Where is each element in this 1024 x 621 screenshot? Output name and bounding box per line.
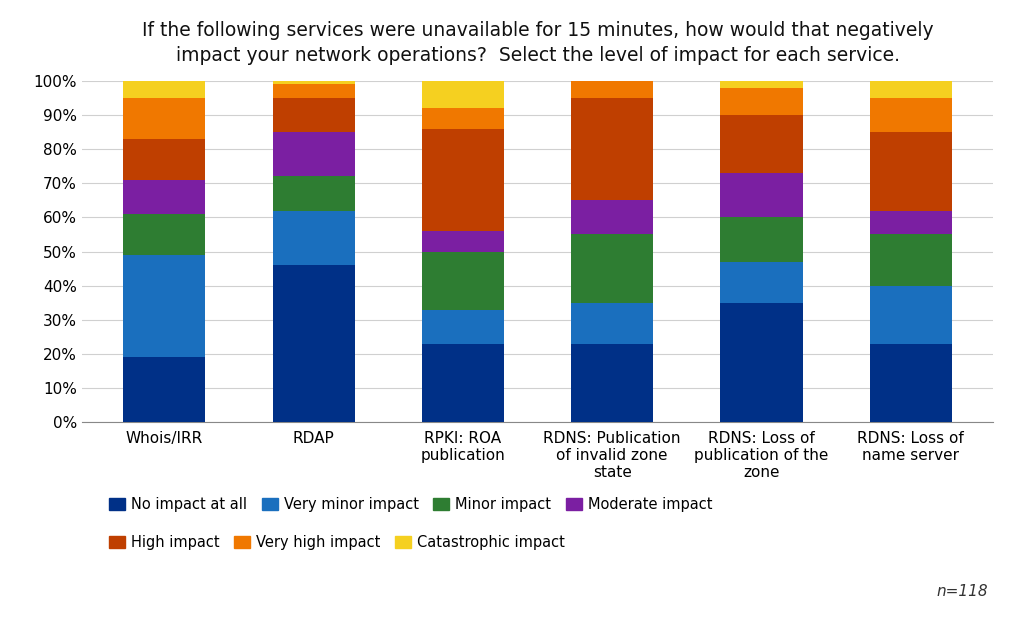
Bar [869,344,952,422]
Bar [721,88,803,115]
Legend: High impact, Very high impact, Catastrophic impact: High impact, Very high impact, Catastrop… [110,535,565,550]
Bar [721,115,803,173]
Bar [571,344,653,422]
Bar [422,129,504,231]
Bar [869,211,952,235]
Bar [721,217,803,262]
Bar [422,310,504,344]
Bar [123,180,206,214]
Bar [272,132,354,176]
Text: n=118: n=118 [937,584,988,599]
Bar [272,97,354,132]
Bar [272,81,354,84]
Bar [272,84,354,97]
Bar [272,211,354,265]
Bar [422,252,504,310]
Bar [869,235,952,286]
Bar [571,200,653,235]
Bar [422,81,504,108]
Bar [571,235,653,303]
Bar [123,81,206,97]
Bar [571,303,653,344]
Bar [123,97,206,139]
Bar [571,97,653,200]
Bar [721,173,803,217]
Bar [571,81,653,97]
Bar [123,214,206,255]
Bar [869,97,952,132]
Bar [272,265,354,422]
Bar [721,81,803,88]
Bar [272,176,354,211]
Bar [721,262,803,303]
Bar [123,358,206,422]
Bar [869,132,952,211]
Bar [422,344,504,422]
Bar [869,81,952,97]
Bar [123,139,206,180]
Bar [123,255,206,358]
Bar [422,231,504,252]
Bar [869,286,952,344]
Bar [721,303,803,422]
Title: If the following services were unavailable for 15 minutes, how would that negati: If the following services were unavailab… [141,21,934,65]
Bar [422,108,504,129]
